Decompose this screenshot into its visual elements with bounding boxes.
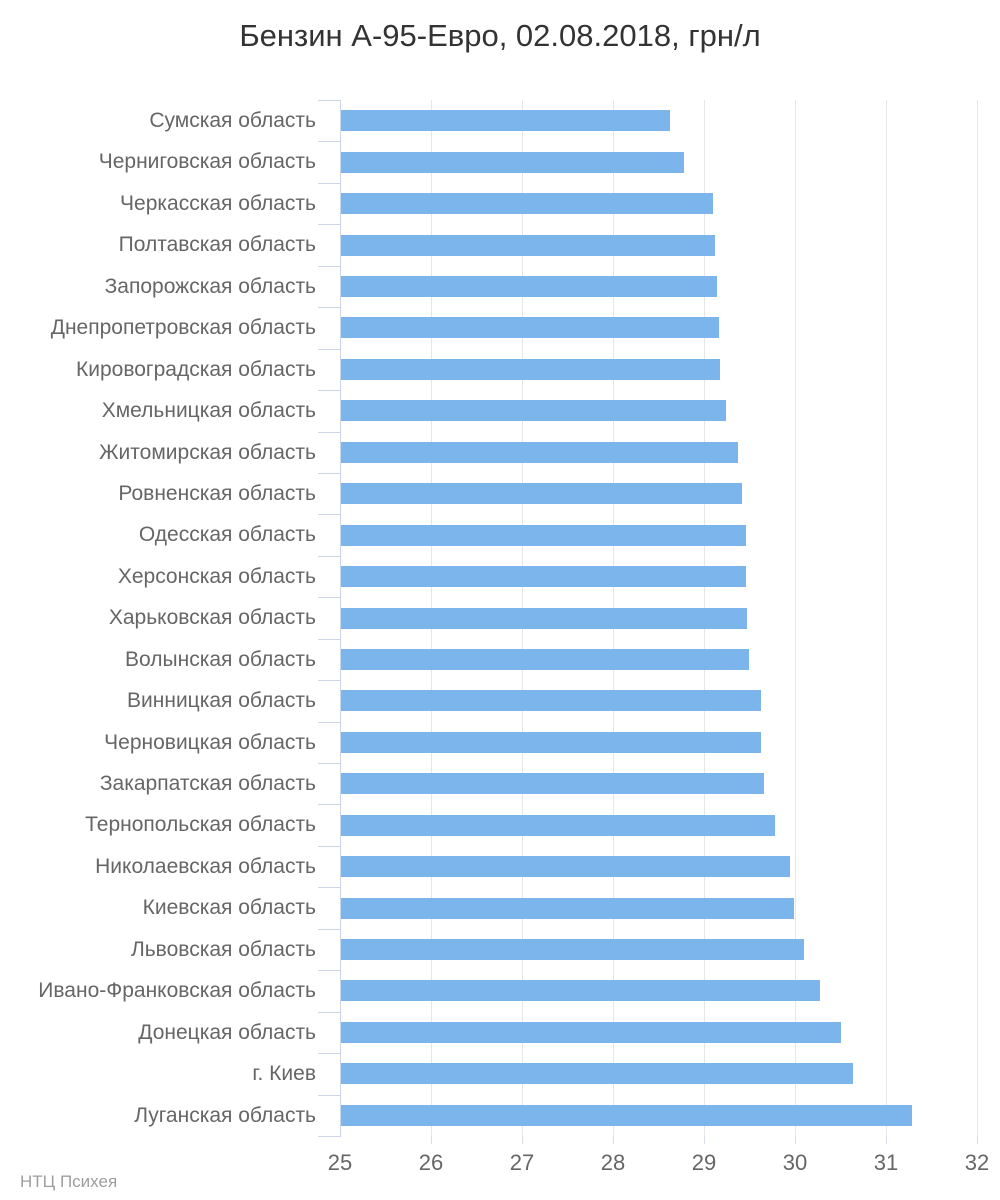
bar — [341, 814, 775, 836]
bar — [341, 400, 726, 422]
y-axis-tick — [318, 1094, 340, 1096]
category-label: Хмельницкая область — [101, 399, 316, 423]
x-axis-tick-label: 26 — [418, 1150, 444, 1175]
bar — [341, 110, 670, 132]
bar — [341, 234, 715, 256]
y-axis-tick — [318, 555, 340, 557]
bar — [341, 1021, 841, 1043]
category-label: Львовская область — [130, 937, 316, 961]
y-axis-tick — [318, 804, 340, 806]
x-axis-tick — [795, 1136, 796, 1144]
category-label: Сумская область — [149, 109, 316, 132]
category-label: Херсонская область — [117, 564, 316, 588]
category-label: Волынская область — [125, 647, 316, 671]
y-axis-tick — [318, 224, 340, 226]
y-axis-tick — [318, 721, 340, 723]
chart-title: Бензин А-95-Евро, 02.08.2018, грн/л — [239, 18, 761, 53]
category-label: Черновицкая область — [104, 730, 316, 754]
y-axis-tick — [318, 887, 340, 889]
category-label: Запорожская область — [104, 274, 316, 298]
y-axis-tick — [318, 763, 340, 765]
source-credit-label: НТЦ Психея — [20, 1172, 118, 1191]
bar — [341, 483, 742, 505]
category-label: Харьковская область — [108, 606, 316, 630]
y-axis-tick — [318, 845, 340, 847]
category-label: Днепропетровская область — [50, 316, 316, 340]
x-axis-tick — [977, 1136, 978, 1144]
x-axis-tick — [522, 1136, 523, 1144]
category-label: Донецкая область — [138, 1020, 316, 1044]
category-label: Черкасская область — [120, 191, 316, 215]
category-label: Луганская область — [134, 1103, 316, 1127]
y-axis-tick — [318, 680, 340, 682]
y-axis-tick — [318, 431, 340, 433]
x-gridline — [795, 100, 796, 1136]
bar — [341, 317, 719, 339]
bar — [341, 441, 738, 463]
category-label: Одесская область — [138, 523, 316, 547]
bar — [341, 607, 747, 629]
category-label: Закарпатская область — [99, 772, 316, 796]
category-label: Ивано-Франковская область — [38, 979, 316, 1003]
category-label: Киевская область — [142, 896, 316, 920]
bar — [341, 731, 761, 753]
x-gridline — [977, 100, 978, 1136]
bar — [341, 897, 794, 919]
category-label: Николаевская область — [95, 854, 316, 878]
category-label: Ровненская область — [118, 481, 316, 505]
bar — [341, 939, 804, 961]
bar — [341, 648, 749, 670]
bar — [341, 151, 684, 173]
category-label: г. Киев — [252, 1062, 316, 1086]
x-axis-tick-label: 31 — [873, 1150, 899, 1175]
category-label: Житомирская область — [99, 440, 316, 464]
y-axis-tick — [318, 597, 340, 599]
category-label: Винницкая область — [127, 689, 316, 713]
y-axis-tick — [318, 265, 340, 267]
y-axis-tick — [318, 1053, 340, 1055]
x-axis-tick — [886, 1136, 887, 1144]
y-axis-tick — [318, 141, 340, 143]
bar — [341, 193, 713, 215]
y-axis-line — [340, 100, 341, 1137]
y-axis-tick — [318, 390, 340, 392]
bar — [341, 690, 761, 712]
category-label: Полтавская область — [118, 233, 316, 257]
bar — [341, 566, 746, 588]
x-axis-tick — [613, 1136, 614, 1144]
y-axis-tick — [318, 514, 340, 516]
y-axis-tick — [318, 1136, 340, 1137]
y-axis-tick — [318, 970, 340, 972]
y-axis-tick — [318, 638, 340, 640]
category-label: Черниговская область — [98, 150, 316, 174]
bar — [341, 275, 717, 297]
category-label: Кировоградская область — [76, 357, 316, 381]
bar — [341, 980, 820, 1002]
bar — [341, 1063, 853, 1085]
x-axis-tick-label: 30 — [782, 1150, 808, 1175]
y-axis-tick — [318, 1011, 340, 1013]
category-label: Тернопольская область — [85, 813, 316, 837]
bar — [341, 358, 720, 380]
y-axis-tick — [318, 472, 340, 474]
bar — [341, 524, 746, 546]
bar — [341, 856, 790, 878]
bar — [341, 1104, 912, 1126]
y-axis-tick — [318, 928, 340, 930]
y-axis-tick — [318, 307, 340, 309]
y-axis-tick — [318, 348, 340, 350]
x-axis-tick — [431, 1136, 432, 1144]
x-axis-tick-label: 27 — [509, 1150, 535, 1175]
x-axis-tick-label: 28 — [600, 1150, 626, 1175]
x-axis-tick — [704, 1136, 705, 1144]
x-gridline — [886, 100, 887, 1136]
bar — [341, 773, 764, 795]
y-axis-tick — [318, 182, 340, 184]
y-axis-tick — [318, 100, 340, 101]
x-axis-tick-label: 25 — [327, 1150, 353, 1175]
x-axis-tick-label: 32 — [964, 1150, 990, 1175]
x-axis-tick-label: 29 — [691, 1150, 717, 1175]
